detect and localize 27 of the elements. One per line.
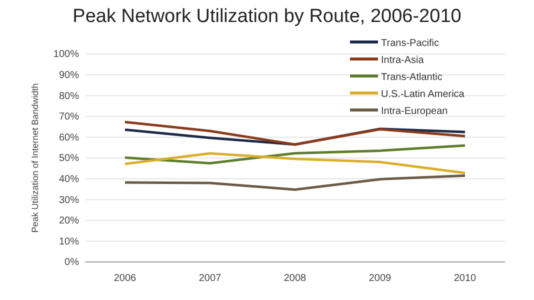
legend-label: Intra-Asia bbox=[381, 55, 424, 66]
legend-label: Trans-Pacific bbox=[381, 38, 439, 49]
x-tick-label: 2010 bbox=[454, 273, 477, 284]
x-tick-label: 2008 bbox=[284, 273, 307, 284]
y-tick-label: 0% bbox=[64, 257, 80, 268]
line-series bbox=[124, 120, 466, 146]
line-series bbox=[124, 174, 466, 191]
chart-title: Peak Network Utilization by Route, 2006-2010 bbox=[72, 6, 462, 27]
y-tick-label: 50% bbox=[58, 153, 80, 164]
x-tick-label: 2006 bbox=[114, 273, 137, 284]
legend-label: Trans-Atlantic bbox=[381, 72, 442, 83]
y-tick-label: 40% bbox=[58, 174, 80, 185]
y-tick-label: 100% bbox=[53, 49, 80, 60]
y-tick-label: 90% bbox=[58, 70, 80, 81]
y-axis-title: Peak Utilization of Internet Bandwidth bbox=[30, 83, 40, 233]
y-tick-label: 70% bbox=[58, 112, 80, 123]
y-tick-label: 60% bbox=[58, 132, 80, 144]
line-series bbox=[124, 152, 466, 174]
x-tick-label: 2007 bbox=[198, 273, 222, 284]
legend-label: U.S.-Latin America bbox=[381, 89, 465, 100]
y-tick-label: 20% bbox=[58, 216, 80, 227]
line-series bbox=[124, 144, 466, 164]
y-tick-label: 10% bbox=[58, 236, 80, 248]
x-tick-label: 2009 bbox=[368, 273, 392, 284]
y-tick-label: 80% bbox=[58, 90, 80, 102]
y-tick-label: 30% bbox=[58, 194, 80, 206]
legend-label: Intra-European bbox=[381, 106, 448, 117]
